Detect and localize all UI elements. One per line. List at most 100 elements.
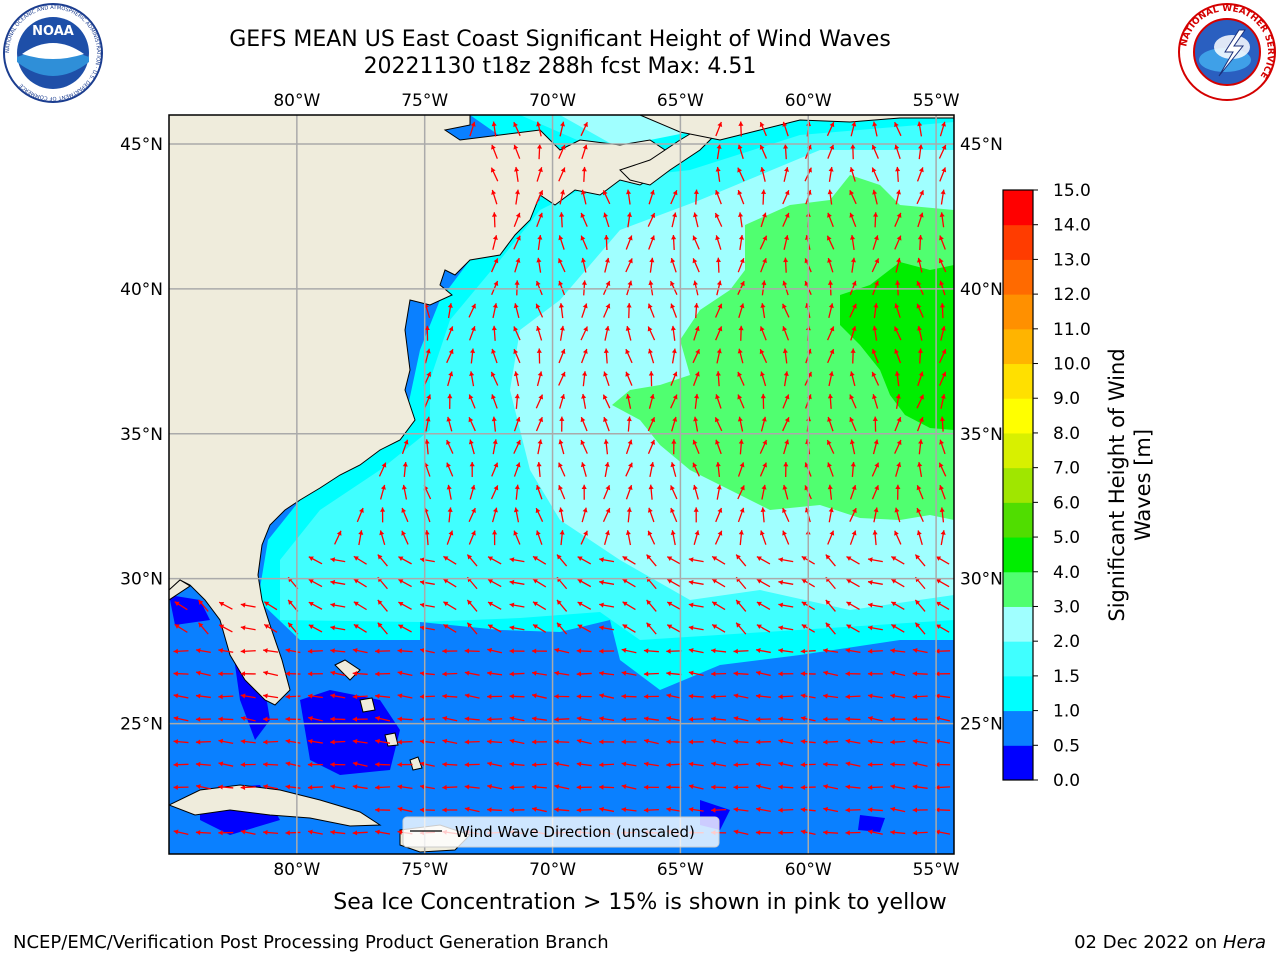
wave-direction-arrow — [554, 693, 570, 700]
wave-direction-arrow — [692, 235, 700, 250]
wave-direction-arrow — [850, 461, 856, 478]
wave-direction-arrow — [890, 578, 905, 588]
wave-direction-arrow — [738, 530, 744, 546]
wave-direction-arrow — [647, 303, 655, 318]
wave-direction-arrow — [867, 784, 883, 790]
wave-direction-arrow — [755, 784, 771, 790]
colorbar-label-line1: Significant Height of Wind — [1105, 348, 1129, 621]
wave-direction-arrow — [514, 484, 520, 500]
wave-direction-arrow — [755, 670, 771, 677]
wave-direction-arrow — [643, 671, 659, 677]
wave-direction-arrow — [756, 624, 771, 633]
wave-direction-arrow — [648, 371, 654, 387]
wave-direction-arrow — [599, 762, 615, 768]
wave-direction-arrow — [442, 671, 458, 677]
wave-direction-arrow — [939, 507, 945, 523]
wave-direction-arrow — [513, 144, 521, 159]
wave-direction-arrow — [760, 303, 766, 319]
wave-direction-arrow — [670, 371, 678, 386]
wave-direction-arrow — [419, 579, 435, 585]
wave-direction-arrow — [397, 784, 413, 790]
wave-direction-arrow — [828, 166, 834, 182]
wave-direction-arrow — [419, 670, 435, 677]
wave-direction-arrow — [935, 671, 951, 677]
wave-direction-arrow — [599, 557, 615, 563]
wave-direction-arrow — [827, 212, 834, 228]
wave-direction-arrow — [491, 394, 498, 409]
wave-direction-arrow — [872, 439, 879, 455]
wave-direction-arrow — [599, 625, 615, 631]
wave-direction-arrow — [581, 393, 587, 409]
wave-direction-arrow — [263, 623, 278, 633]
wave-direction-arrow — [240, 602, 256, 608]
wave-direction-arrow — [737, 485, 745, 500]
wave-direction-arrow — [468, 439, 475, 455]
wave-direction-arrow — [173, 716, 189, 722]
wave-direction-arrow — [442, 648, 458, 654]
wave-direction-arrow — [715, 394, 722, 409]
wave-direction-arrow — [514, 393, 520, 409]
wave-direction-arrow — [580, 416, 588, 432]
colorbar-tick-label: 14.0 — [1053, 216, 1091, 236]
wave-direction-arrow — [823, 670, 839, 677]
wave-direction-arrow — [621, 784, 637, 790]
bahamas-land — [334, 659, 423, 771]
wave-direction-arrow — [218, 716, 234, 722]
wave-direction-arrow — [918, 144, 924, 160]
wave-direction-arrow — [828, 507, 834, 523]
wave-direction-arrow — [513, 348, 521, 364]
wave-direction-arrow — [670, 189, 678, 205]
wave-direction-arrow — [850, 257, 856, 273]
wave-direction-arrow — [782, 280, 789, 296]
wave-direction-arrow — [554, 807, 570, 813]
wave-direction-arrow — [782, 484, 789, 500]
wave-direction-arrow — [419, 739, 435, 745]
wave-direction-arrow — [375, 693, 391, 699]
colorbar-segment — [1003, 675, 1033, 712]
wave-direction-arrow — [536, 257, 542, 273]
wave-direction-arrow — [782, 303, 790, 318]
wave-direction-arrow — [532, 601, 547, 611]
wave-direction-arrow — [380, 507, 386, 523]
wave-direction-arrow — [509, 671, 525, 677]
lat-label-left: 45°N — [120, 135, 163, 155]
lat-label-right: 25°N — [960, 715, 1003, 735]
wave-direction-arrow — [240, 693, 256, 699]
wave-direction-arrow — [487, 739, 503, 745]
wave-direction-arrow — [692, 462, 700, 477]
wave-direction-arrow — [535, 484, 543, 500]
wave-direction-arrow — [622, 623, 636, 633]
wave-direction-arrow — [666, 762, 682, 768]
wave-direction-arrow — [646, 622, 657, 635]
wave-direction-arrow — [537, 439, 543, 455]
wave-direction-arrow — [621, 693, 637, 699]
map-legend: Wind Wave Direction (unscaled) — [402, 816, 720, 848]
wave-direction-arrow — [558, 485, 566, 500]
wave-direction-arrow — [759, 530, 767, 545]
wave-direction-arrow — [670, 394, 678, 409]
wave-direction-arrow — [648, 235, 655, 250]
wave-direction-arrow — [939, 303, 946, 319]
wave-direction-arrow — [867, 738, 883, 744]
lat-label-right: 35°N — [960, 425, 1003, 445]
wave-direction-arrow — [688, 761, 704, 767]
colorbar-segment — [1003, 328, 1033, 365]
wave-direction-arrow — [513, 235, 521, 250]
wave-direction-arrow — [826, 326, 835, 341]
wave-direction-arrow — [173, 671, 189, 677]
wave-direction-arrow — [647, 439, 655, 454]
wave-direction-arrow — [491, 121, 497, 137]
wave-direction-arrow — [580, 530, 588, 545]
cuba-land — [169, 784, 382, 827]
wave-direction-arrow — [353, 601, 367, 611]
wave-direction-arrow — [778, 761, 794, 767]
wave-direction-arrow — [531, 739, 547, 745]
colorbar-tick-label: 3.0 — [1053, 597, 1080, 617]
wave-direction-arrow — [688, 716, 704, 722]
wave-direction-arrow — [466, 554, 478, 567]
wave-direction-arrow — [823, 784, 839, 790]
wave-direction-arrow — [582, 371, 588, 387]
wave-direction-arrow — [692, 439, 700, 454]
wave-direction-arrow — [285, 671, 301, 677]
wave-direction-arrow — [559, 530, 565, 546]
